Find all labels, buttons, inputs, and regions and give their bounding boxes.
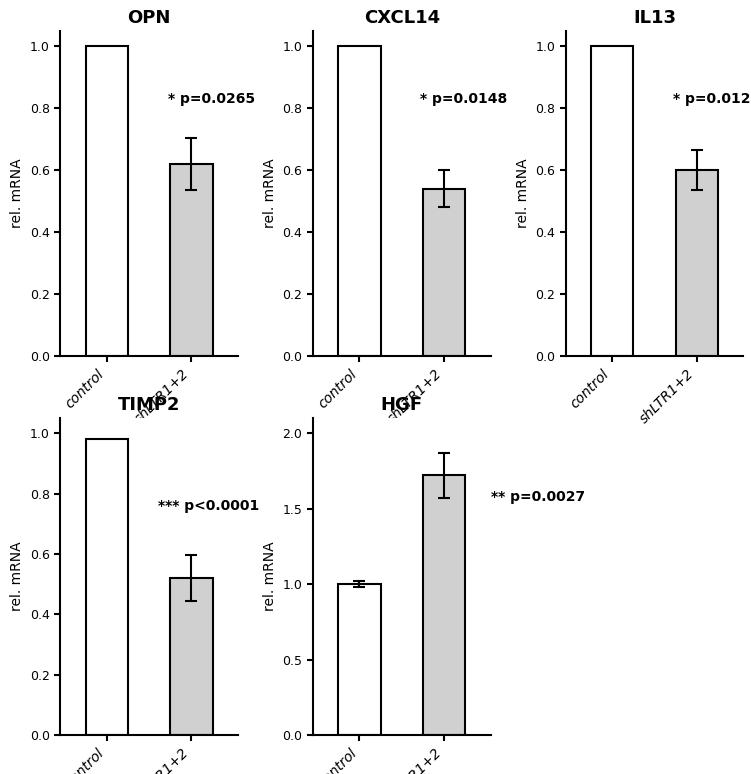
Bar	[423, 475, 466, 735]
Y-axis label: rel. mRNA: rel. mRNA	[263, 159, 277, 228]
Bar	[338, 46, 381, 356]
Text: * p=0.0121: * p=0.0121	[673, 92, 751, 106]
Bar	[338, 584, 381, 735]
Text: ** p=0.0027: ** p=0.0027	[490, 489, 585, 504]
Title: CXCL14: CXCL14	[363, 9, 440, 26]
Bar	[591, 46, 633, 356]
Text: *** p<0.0001: *** p<0.0001	[158, 498, 259, 512]
Y-axis label: rel. mRNA: rel. mRNA	[10, 159, 24, 228]
Text: * p=0.0148: * p=0.0148	[421, 92, 508, 106]
Y-axis label: rel. mRNA: rel. mRNA	[263, 542, 277, 611]
Title: OPN: OPN	[128, 9, 170, 26]
Bar	[170, 578, 213, 735]
Title: TIMP2: TIMP2	[118, 396, 180, 413]
Bar	[86, 46, 128, 356]
Title: HGF: HGF	[381, 396, 423, 413]
Y-axis label: rel. mRNA: rel. mRNA	[515, 159, 529, 228]
Title: IL13: IL13	[633, 9, 676, 26]
Bar	[170, 164, 213, 356]
Bar	[86, 439, 128, 735]
Bar	[423, 189, 466, 356]
Y-axis label: rel. mRNA: rel. mRNA	[10, 542, 24, 611]
Text: * p=0.0265: * p=0.0265	[167, 92, 255, 106]
Bar	[676, 170, 718, 356]
